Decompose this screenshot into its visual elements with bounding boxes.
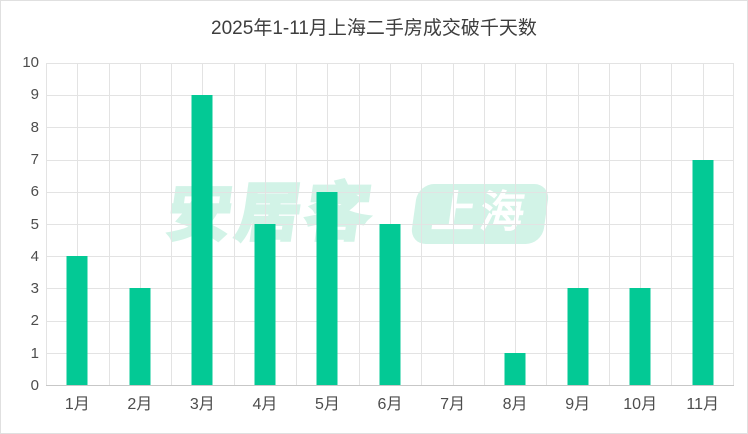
bar bbox=[66, 256, 88, 385]
y-axis: 10 9 8 7 6 5 4 3 2 1 0 bbox=[1, 55, 39, 394]
y-axis-tick-label: 10 bbox=[22, 54, 39, 71]
y-axis-tick-label: 2 bbox=[30, 312, 39, 330]
bar bbox=[254, 224, 276, 385]
x-axis-tick-label: 10月 bbox=[623, 396, 658, 413]
gridline-vertical bbox=[733, 63, 734, 385]
gridline-vertical bbox=[640, 63, 642, 385]
bar-column bbox=[421, 63, 484, 385]
gridline-vertical bbox=[608, 63, 610, 385]
x-axis-tick-label: 2月 bbox=[127, 396, 153, 413]
bar-column bbox=[171, 63, 234, 385]
y-axis-tick-label: 0 bbox=[30, 377, 39, 394]
gridline-vertical bbox=[171, 63, 173, 385]
x-axis-tick-label: 1月 bbox=[64, 396, 90, 413]
x-axis-tick-label: 6月 bbox=[377, 396, 403, 413]
bar bbox=[567, 288, 589, 385]
gridline-vertical bbox=[421, 63, 423, 385]
gridline-vertical bbox=[358, 63, 360, 385]
bar-column bbox=[671, 63, 734, 385]
bar bbox=[504, 352, 526, 385]
y-axis-tick-label: 8 bbox=[30, 118, 39, 136]
y-axis-tick-label: 9 bbox=[30, 86, 39, 104]
gridline-vertical bbox=[139, 63, 141, 385]
gridline-vertical bbox=[233, 63, 235, 385]
bar-column bbox=[296, 63, 359, 385]
bar-column bbox=[609, 63, 672, 385]
bar bbox=[191, 95, 213, 385]
bar-column bbox=[546, 63, 609, 385]
y-axis-tick-label: 5 bbox=[30, 215, 39, 233]
bar-column bbox=[359, 63, 422, 385]
chart-title: 2025年1-11月上海二手房成交破千天数 bbox=[211, 18, 537, 39]
x-axis-tick-label: 4月 bbox=[252, 396, 278, 413]
x-axis-tick-label: 5月 bbox=[315, 396, 340, 413]
y-axis-tick-label: 1 bbox=[30, 344, 39, 362]
bar-column bbox=[109, 63, 172, 385]
bar bbox=[129, 288, 151, 385]
plot-area: 安居客 上海 bbox=[46, 63, 734, 386]
x-axis-tick-label: 7月 bbox=[440, 396, 465, 413]
bar-column bbox=[46, 63, 109, 385]
bar-column bbox=[234, 63, 297, 385]
gridline-vertical bbox=[108, 63, 110, 385]
x-axis-tick-label: 9月 bbox=[565, 396, 591, 413]
gridline-vertical bbox=[577, 63, 579, 385]
x-axis-tick-label: 11月 bbox=[686, 396, 720, 413]
gridline-vertical bbox=[296, 63, 298, 385]
bar bbox=[316, 191, 338, 385]
gridline-vertical bbox=[46, 63, 47, 385]
bar-column bbox=[484, 63, 547, 385]
y-axis-tick-label: 6 bbox=[30, 183, 39, 201]
y-axis-tick-label: 3 bbox=[30, 280, 39, 298]
bar-series bbox=[46, 63, 734, 385]
bar bbox=[629, 288, 651, 385]
gridline-vertical bbox=[546, 63, 548, 385]
gridline-vertical bbox=[515, 63, 517, 385]
x-axis-tick-label: 8月 bbox=[502, 396, 528, 413]
y-axis-tick-label: 7 bbox=[30, 150, 39, 168]
bar bbox=[692, 159, 714, 385]
bar bbox=[379, 224, 401, 385]
gridline-vertical bbox=[671, 63, 673, 385]
x-axis: 1月 2月 3月 4月 5月 6月 7月 8月 9月 10月 11月 bbox=[46, 394, 734, 416]
gridline-vertical bbox=[483, 63, 485, 385]
y-axis-tick-label: 4 bbox=[30, 247, 39, 265]
gridline-vertical bbox=[452, 63, 454, 385]
gridline-vertical bbox=[77, 63, 79, 385]
x-axis-tick-label: 3月 bbox=[189, 396, 215, 413]
